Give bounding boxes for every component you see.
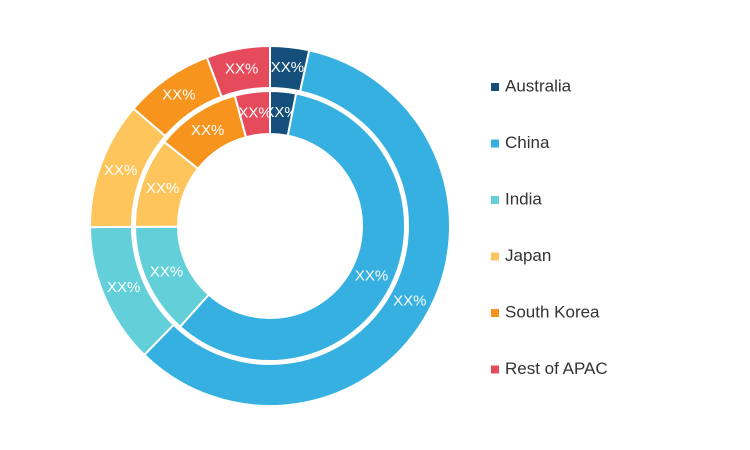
legend-label: Japan bbox=[505, 246, 551, 265]
legend-marker bbox=[491, 196, 499, 204]
legend-label: India bbox=[505, 189, 542, 208]
segment-label: XX% bbox=[104, 162, 137, 179]
legend-marker bbox=[491, 252, 499, 261]
donut-segment bbox=[233, 89, 271, 139]
donut-segment bbox=[142, 49, 451, 407]
legend-marker bbox=[491, 83, 499, 91]
donut-segment bbox=[205, 44, 271, 99]
legend-marker bbox=[491, 139, 499, 148]
legend-label: Rest of APAC bbox=[505, 359, 608, 378]
segment-label: XX% bbox=[271, 59, 304, 76]
legend-marker bbox=[491, 365, 499, 374]
segment-label: XX% bbox=[225, 61, 258, 78]
segment-label: XX% bbox=[191, 122, 224, 139]
segment-label: XX% bbox=[238, 104, 271, 121]
segment-label: XX% bbox=[146, 180, 179, 197]
segment-label: XX% bbox=[355, 268, 388, 285]
segment-label: XX% bbox=[150, 264, 183, 281]
segment-label: XX% bbox=[107, 279, 140, 296]
segment-label: XX% bbox=[264, 104, 297, 121]
legend-marker bbox=[491, 309, 499, 317]
legend-label: China bbox=[505, 133, 550, 152]
legend-label: Australia bbox=[505, 76, 572, 95]
legend-label: South Korea bbox=[505, 302, 600, 321]
segment-label: XX% bbox=[162, 87, 195, 104]
segment-label: XX% bbox=[393, 293, 426, 310]
donut-segment bbox=[178, 92, 406, 362]
